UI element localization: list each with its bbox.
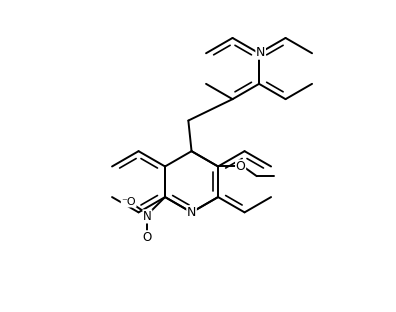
Text: O: O <box>143 231 152 244</box>
Text: N: N <box>256 46 265 59</box>
Text: O: O <box>236 160 246 173</box>
Text: ⁻O: ⁻O <box>121 197 136 207</box>
Text: N: N <box>143 210 152 223</box>
Text: N: N <box>187 206 196 219</box>
